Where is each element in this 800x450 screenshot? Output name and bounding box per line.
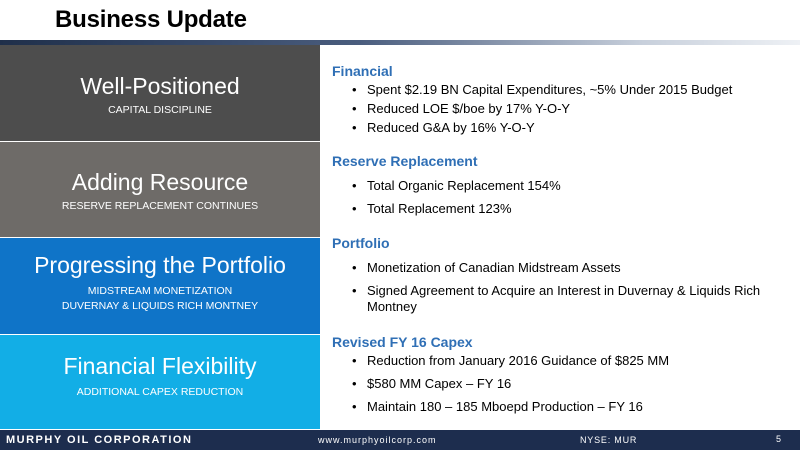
block-subheading: MIDSTREAM MONETIZATION: [87, 285, 233, 297]
block-financial-flexibility: Financial Flexibility ADDITIONAL CAPEX R…: [0, 335, 320, 430]
bullet-icon: •: [352, 376, 357, 391]
page-title: Business Update: [55, 6, 247, 33]
block-subheading: CAPITAL DISCIPLINE: [108, 104, 212, 116]
section-title: Revised FY 16 Capex: [332, 334, 473, 350]
section-title: Reserve Replacement: [332, 153, 478, 169]
website-link: www.murphyoilcorp.com: [318, 435, 437, 445]
bullet-icon: •: [352, 178, 357, 193]
bullet-icon: •: [352, 353, 357, 368]
page-number: 5: [776, 434, 782, 444]
bullet-icon: •: [352, 201, 357, 216]
list-item: • Signed Agreement to Acquire an Interest…: [352, 283, 761, 314]
list-item: • Monetization of Canadian Midstream Asse…: [352, 260, 621, 275]
bullet-icon: •: [352, 260, 357, 275]
list-item: • Maintain 180 – 185 Mboepd Production – …: [352, 399, 643, 414]
section-revised-capex: Revised FY 16 Capex • Reduction from Janu…: [332, 333, 792, 415]
block-heading: Progressing the Portfolio: [34, 252, 286, 278]
block-well-positioned: Well-Positioned CAPITAL DISCIPLINE: [0, 45, 320, 142]
right-panel: Financial • Spent $2.19 BN Capital Expend…: [332, 45, 792, 430]
left-panel: Well-Positioned CAPITAL DISCIPLINE Addin…: [0, 45, 320, 430]
block-subheading: ADDITIONAL CAPEX REDUCTION: [76, 386, 244, 398]
block-progressing-portfolio: Progressing the Portfolio MIDSTREAM MONE…: [0, 238, 320, 335]
bullet-icon: •: [352, 82, 357, 97]
section-portfolio: Portfolio • Monetization of Canadian Mids…: [332, 234, 792, 315]
list-item: • Spent $2.19 BN Capital Expenditures, ~5…: [352, 82, 733, 97]
section-title: Financial: [332, 63, 393, 79]
ticker-label: NYSE: MUR: [580, 435, 638, 445]
section-reserve-replacement: Reserve Replacement • Total Organic Repla…: [332, 152, 792, 217]
section-financial: Financial • Spent $2.19 BN Capital Expend…: [332, 62, 792, 136]
list-item: • Reduction from January 2016 Guidance of…: [352, 353, 670, 368]
block-heading: Well-Positioned: [80, 73, 240, 99]
block-heading: Adding Resource: [71, 169, 249, 195]
bullet-icon: •: [352, 101, 357, 116]
footer-bar: MURPHY OIL CORPORATION www.murphyoilcorp…: [0, 430, 800, 450]
list-item: • Reduced LOE $/boe by 17% Y-O-Y: [352, 101, 571, 116]
list-item: • $580 MM Capex – FY 16: [352, 376, 512, 391]
list-item: • Total Organic Replacement 154%: [352, 178, 561, 193]
block-subheading: RESERVE REPLACEMENT CONTINUES: [61, 200, 259, 212]
list-item: • Reduced G&A by 16% Y-O-Y: [352, 120, 535, 135]
title-underline: [0, 40, 800, 45]
block-subheading: DUVERNAY & LIQUIDS RICH MONTNEY: [61, 300, 259, 312]
bullet-icon: •: [352, 120, 357, 135]
company-name: MURPHY OIL CORPORATION: [6, 434, 193, 446]
bullet-icon: •: [352, 283, 357, 298]
bullet-icon: •: [352, 399, 357, 414]
list-item: • Total Replacement 123%: [352, 201, 512, 216]
block-adding-resource: Adding Resource RESERVE REPLACEMENT CONT…: [0, 142, 320, 238]
block-heading: Financial Flexibility: [63, 353, 257, 379]
section-title: Portfolio: [332, 235, 390, 251]
